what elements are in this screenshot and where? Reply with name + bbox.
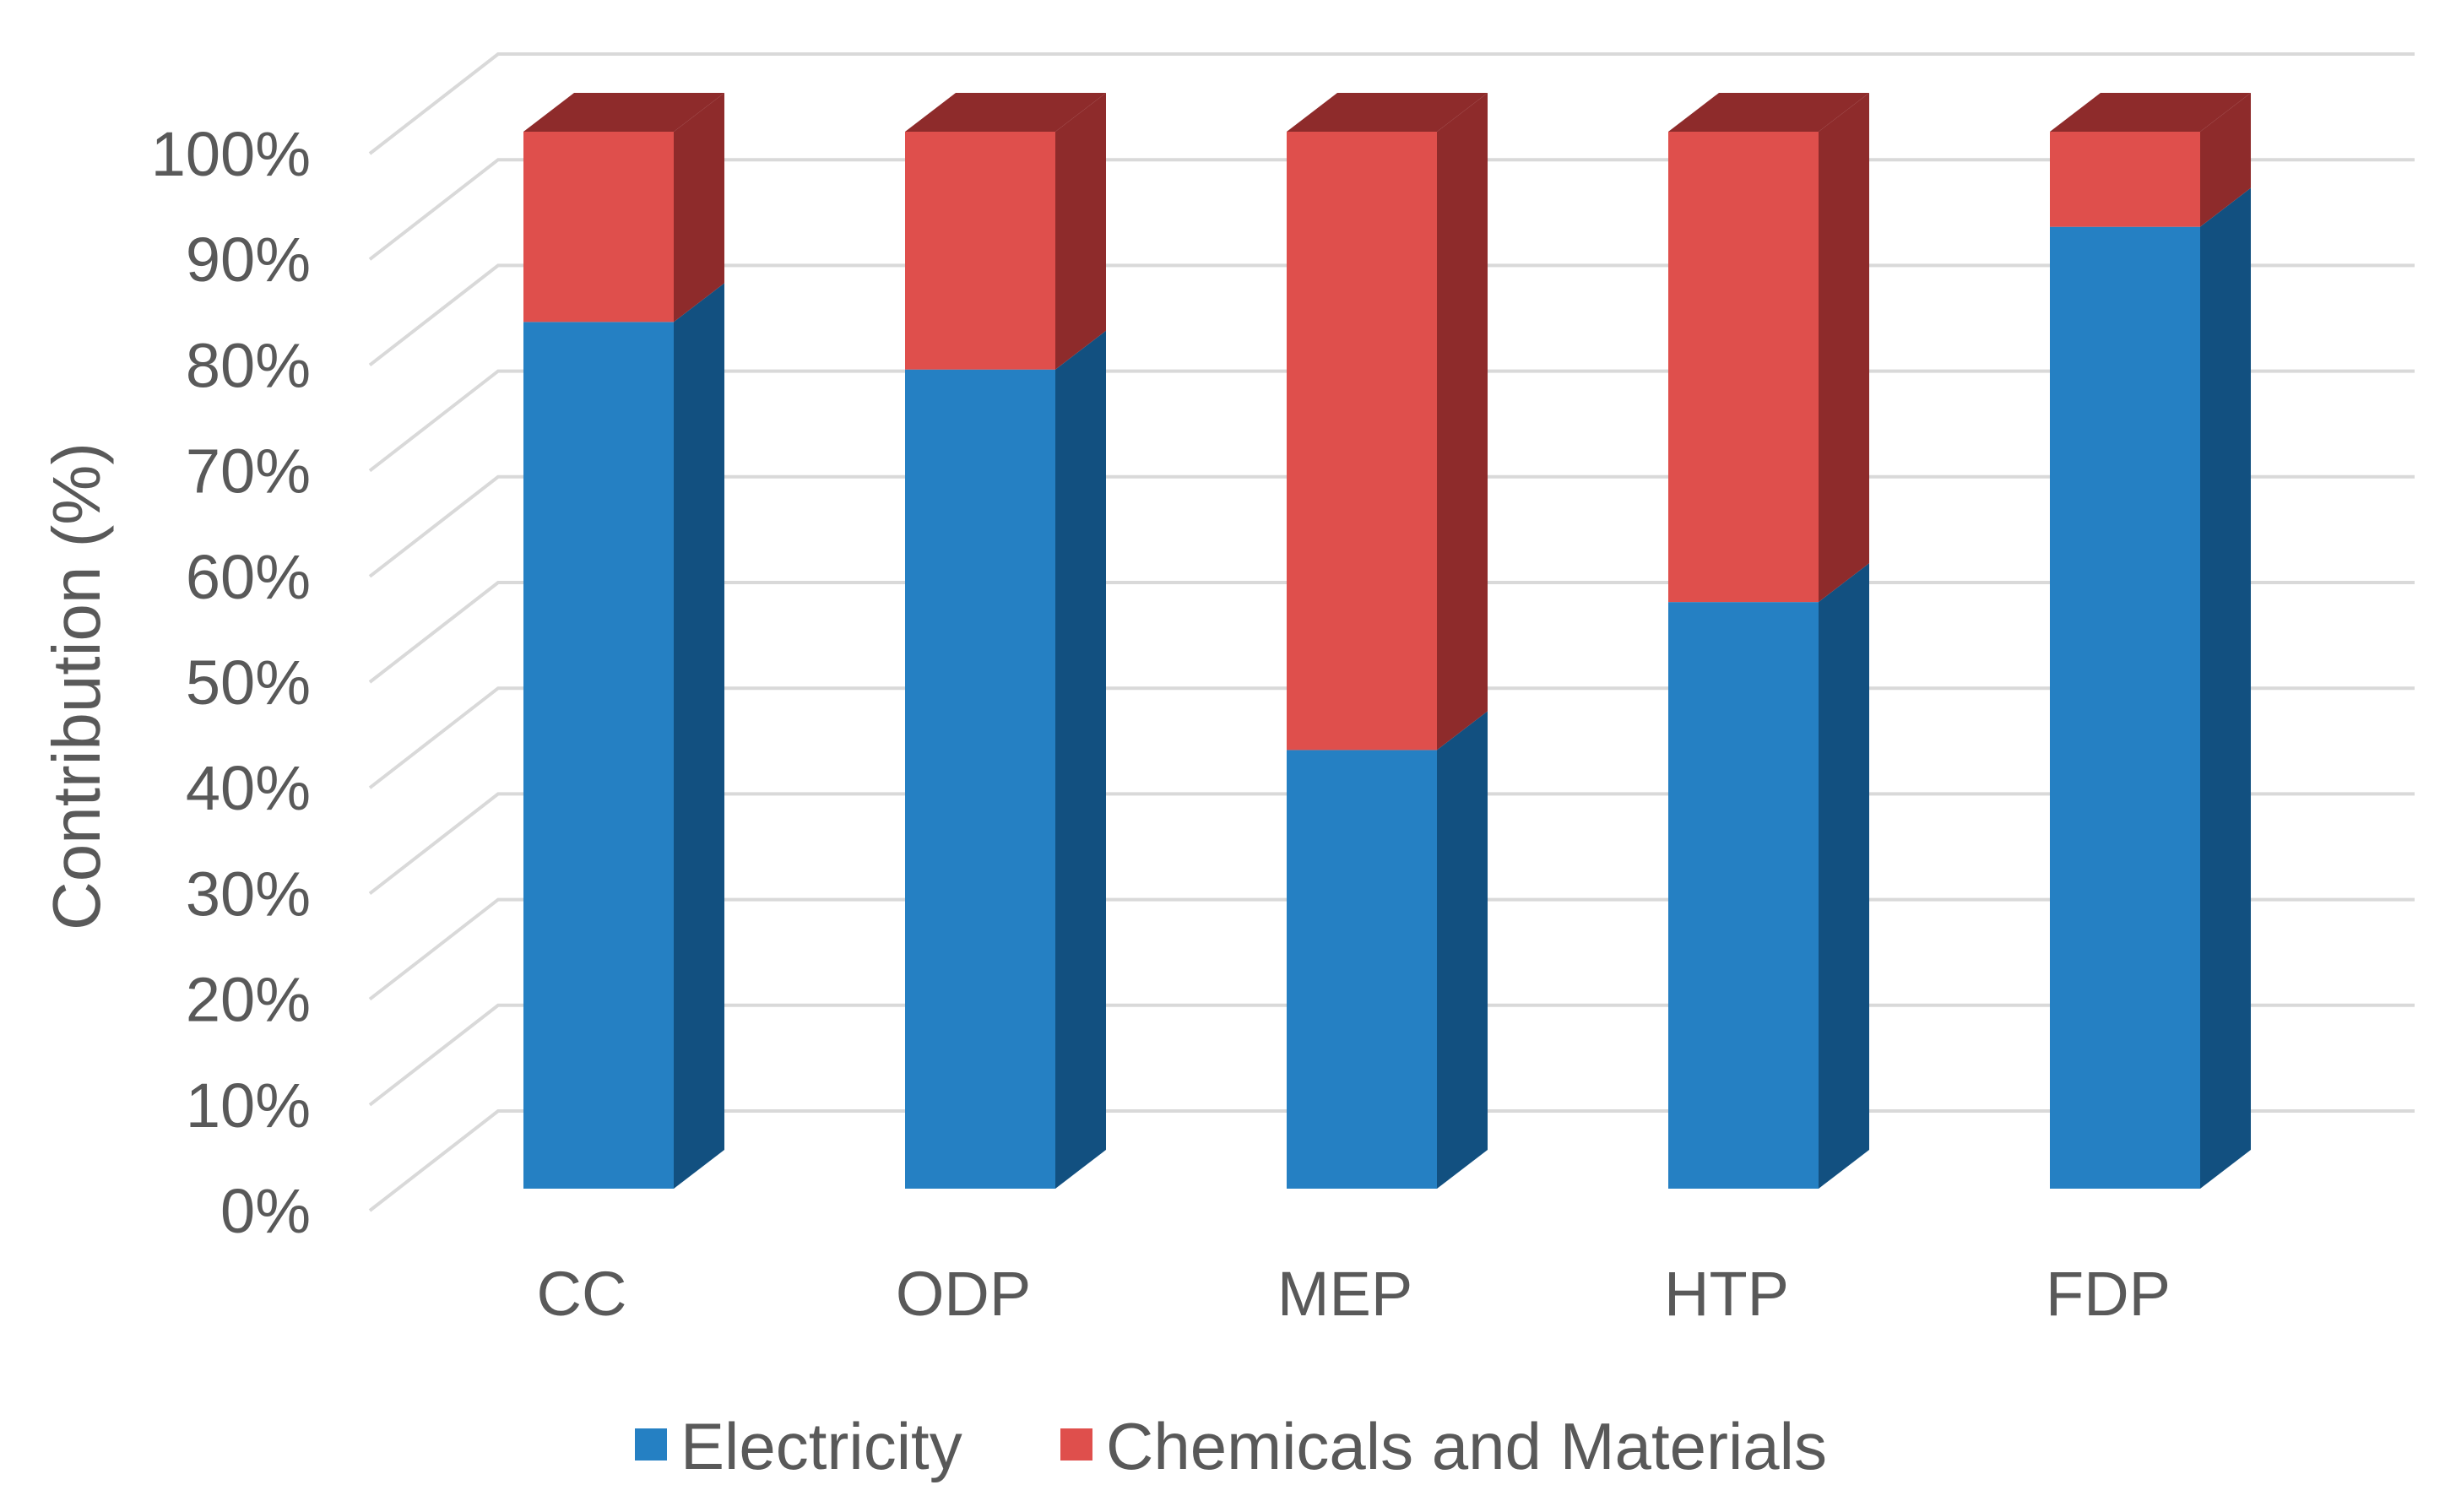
bar-side	[2200, 93, 2251, 227]
bar-top	[1287, 93, 1488, 132]
x-category-label: FDP	[2046, 1259, 2171, 1329]
x-category-label: HTP	[1664, 1259, 1789, 1329]
bar-front	[1287, 750, 1437, 1189]
y-tick-label: 0%	[220, 1176, 311, 1246]
bar-side	[1819, 93, 1869, 603]
bar-segment	[1668, 93, 1869, 603]
bar-front	[905, 132, 1055, 370]
bar-segment	[905, 330, 1106, 1189]
y-tick-label: 40%	[186, 753, 311, 823]
y-tick-label: 70%	[186, 436, 311, 507]
bar-side	[1055, 93, 1106, 370]
y-tick-label: 20%	[186, 965, 311, 1035]
bar-side	[1819, 563, 1869, 1189]
bar-side	[1437, 711, 1488, 1189]
bar-segment	[523, 283, 724, 1189]
x-category-label: CC	[537, 1259, 627, 1329]
y-tick-label: 30%	[186, 859, 311, 929]
bar-side	[1437, 93, 1488, 751]
bar-front	[2050, 226, 2200, 1190]
y-tick-label: 10%	[186, 1070, 311, 1141]
bar-front	[2050, 132, 2200, 227]
bar-side	[2200, 187, 2251, 1190]
bar-top	[523, 93, 724, 132]
bar-top	[1668, 93, 1869, 132]
legend-label: Chemicals and Materials	[1106, 1409, 1827, 1483]
bar-front	[523, 322, 674, 1189]
bar-side	[1055, 330, 1106, 1189]
legend-swatch	[635, 1428, 667, 1461]
bar-front	[1668, 602, 1819, 1189]
x-category-label: ODP	[896, 1259, 1031, 1329]
bar-top	[2050, 93, 2251, 132]
x-axis-categories: CC ODP MEP HTP FDP	[537, 1259, 2171, 1329]
gridline	[368, 52, 2415, 155]
bar-front	[905, 369, 1055, 1189]
bar-top	[905, 93, 1106, 132]
bar-side	[674, 283, 724, 1189]
bar-front	[1287, 132, 1437, 751]
y-tick-label: 60%	[186, 542, 311, 612]
bar-segment	[905, 93, 1106, 370]
bars	[523, 93, 2251, 1190]
bar-segment	[2050, 187, 2251, 1190]
bar-segment	[1668, 563, 1869, 1189]
bar-segment	[2050, 93, 2251, 227]
bar-segment	[1287, 711, 1488, 1189]
bar-front	[523, 132, 674, 322]
x-category-label: MEP	[1277, 1259, 1412, 1329]
bar-segment	[523, 93, 724, 322]
y-tick-label: 90%	[186, 225, 311, 295]
y-tick-label: 100%	[151, 119, 311, 189]
y-tick-label: 50%	[186, 648, 311, 718]
y-axis-ticks: 0% 10% 20% 30% 40% 50% 60% 70% 80% 90% 100%	[151, 119, 311, 1246]
y-axis-label: Contribution (%)	[39, 442, 114, 930]
bar-side	[674, 93, 724, 322]
legend: Electricity Chemicals and Materials	[635, 1409, 1827, 1483]
y-tick-label: 80%	[186, 330, 311, 400]
legend-label: Electricity	[680, 1409, 962, 1483]
legend-swatch	[1060, 1428, 1092, 1461]
bar-segment	[1287, 93, 1488, 751]
bar-front	[1668, 132, 1819, 603]
